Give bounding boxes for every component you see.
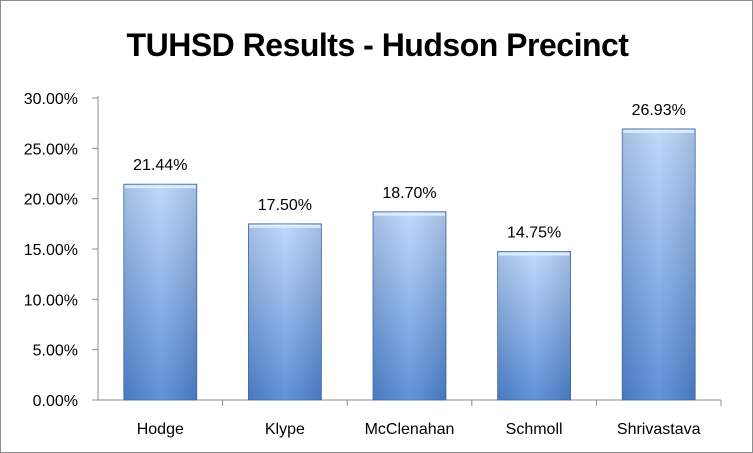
category-label: Schmoll [506, 421, 563, 438]
category-label: Shrivastava [617, 421, 701, 438]
data-label: 17.50% [258, 197, 312, 214]
category-label: Hodge [137, 421, 184, 438]
y-tick-label: 5.00% [33, 343, 78, 360]
bar-highlight [498, 252, 570, 256]
chart-title: TUHSD Results - Hudson Precinct [126, 27, 629, 63]
bar-highlight [249, 224, 321, 228]
bar-shading [248, 223, 322, 400]
bar-shading [497, 251, 571, 400]
category-label: Klype [265, 421, 305, 438]
y-tick-label: 0.00% [33, 393, 78, 410]
y-tick-label: 30.00% [24, 91, 78, 108]
bar-shading [373, 211, 446, 400]
data-label: 14.75% [507, 225, 561, 242]
data-label: 26.93% [632, 102, 686, 119]
bar-shading [622, 128, 696, 400]
y-tick-label: 15.00% [24, 242, 78, 259]
bar-highlight [124, 185, 196, 189]
data-label: 18.70% [382, 185, 436, 202]
y-tick-label: 20.00% [24, 192, 78, 209]
category-label: McClenahan [365, 421, 455, 438]
data-label: 21.44% [133, 157, 187, 174]
y-tick-label: 25.00% [24, 141, 78, 158]
bar-highlight [374, 212, 445, 216]
bar-shading [123, 184, 197, 400]
bar-highlight [623, 129, 695, 133]
y-tick-label: 10.00% [24, 292, 78, 309]
